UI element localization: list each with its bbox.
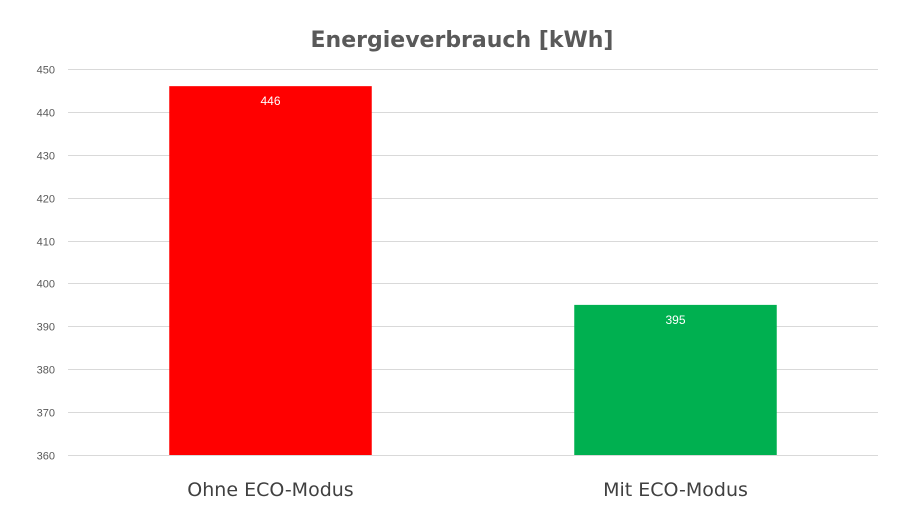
x-axis-category-labels: Ohne ECO-Modus Mit ECO-Modus: [187, 479, 748, 501]
data-label: 446: [260, 94, 280, 108]
y-tick-label: 360: [37, 451, 55, 463]
y-tick-label: 450: [37, 65, 55, 77]
y-tick-label: 420: [37, 194, 55, 206]
y-axis-tick-labels: 360 370 380 390 400 410 420 430 440 450: [37, 65, 55, 463]
chart-title: Energieverbrauch [kWh]: [311, 28, 614, 53]
y-tick-label: 400: [37, 279, 55, 291]
y-tick-label: 430: [37, 151, 55, 163]
y-tick-label: 440: [37, 108, 55, 120]
x-category-label: Mit ECO-Modus: [603, 479, 748, 501]
y-tick-label: 370: [37, 408, 55, 420]
bars: [169, 86, 777, 456]
data-labels: 446 395: [260, 94, 685, 327]
bar: [169, 86, 372, 456]
y-tick-label: 390: [37, 322, 55, 334]
x-category-label: Ohne ECO-Modus: [187, 479, 353, 501]
y-tick-label: 380: [37, 365, 55, 377]
bar: [574, 304, 777, 455]
data-label: 395: [665, 313, 685, 327]
y-tick-label: 410: [37, 237, 55, 249]
